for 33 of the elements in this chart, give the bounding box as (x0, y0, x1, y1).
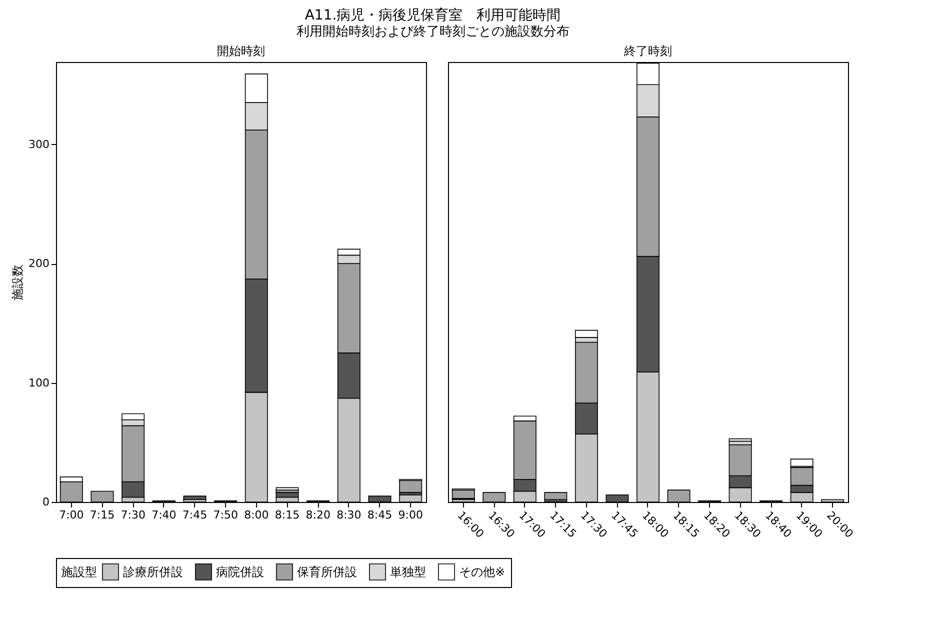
x-tick-label: 7:30 (120, 508, 146, 522)
x-tick-label: 7:00 (59, 508, 84, 522)
bar (183, 496, 206, 500)
bar (399, 480, 422, 493)
legend-label: 単独型 (390, 564, 426, 579)
chart-subtitle: 利用開始時刻および終了時刻ごとの施設数分布 (296, 24, 570, 40)
x-tick-label: 7:15 (90, 508, 115, 522)
y-tick-label: 200 (28, 257, 50, 270)
x-tick-label: 8:15 (274, 508, 300, 522)
x-tick-label: 8:30 (336, 508, 362, 522)
legend-label: 保育所併設 (297, 564, 357, 579)
y-tick-label: 0 (42, 496, 50, 508)
x-tick-label: 9:00 (398, 508, 423, 522)
x-tick-label: 7:50 (213, 508, 238, 522)
text: 終了時刻 (623, 44, 672, 58)
chart-title: A11.病児・病後児保育室 利用可能時間 (304, 6, 561, 24)
bar (728, 438, 752, 442)
y-axis-title: 施設数 (10, 264, 25, 300)
bar (452, 490, 475, 499)
x-tick-label: 8:20 (306, 508, 330, 522)
legend-label: その他※ (459, 564, 506, 579)
x-tick-label: 7:45 (182, 508, 208, 522)
y-tick-label: 100 (28, 376, 50, 390)
bar (276, 487, 299, 490)
legend-label: 病院併設 (216, 564, 264, 579)
text: 開始時刻 (217, 44, 265, 58)
y-tick-label: 300 (28, 138, 50, 151)
legend-label: 診療所併設 (123, 564, 183, 579)
x-tick-label: 8:00 (244, 508, 269, 522)
x-tick-label: 7:40 (152, 508, 176, 522)
legend-title: 施設型 (61, 565, 97, 579)
x-tick-label: 8:45 (367, 508, 392, 522)
bar (544, 492, 568, 500)
